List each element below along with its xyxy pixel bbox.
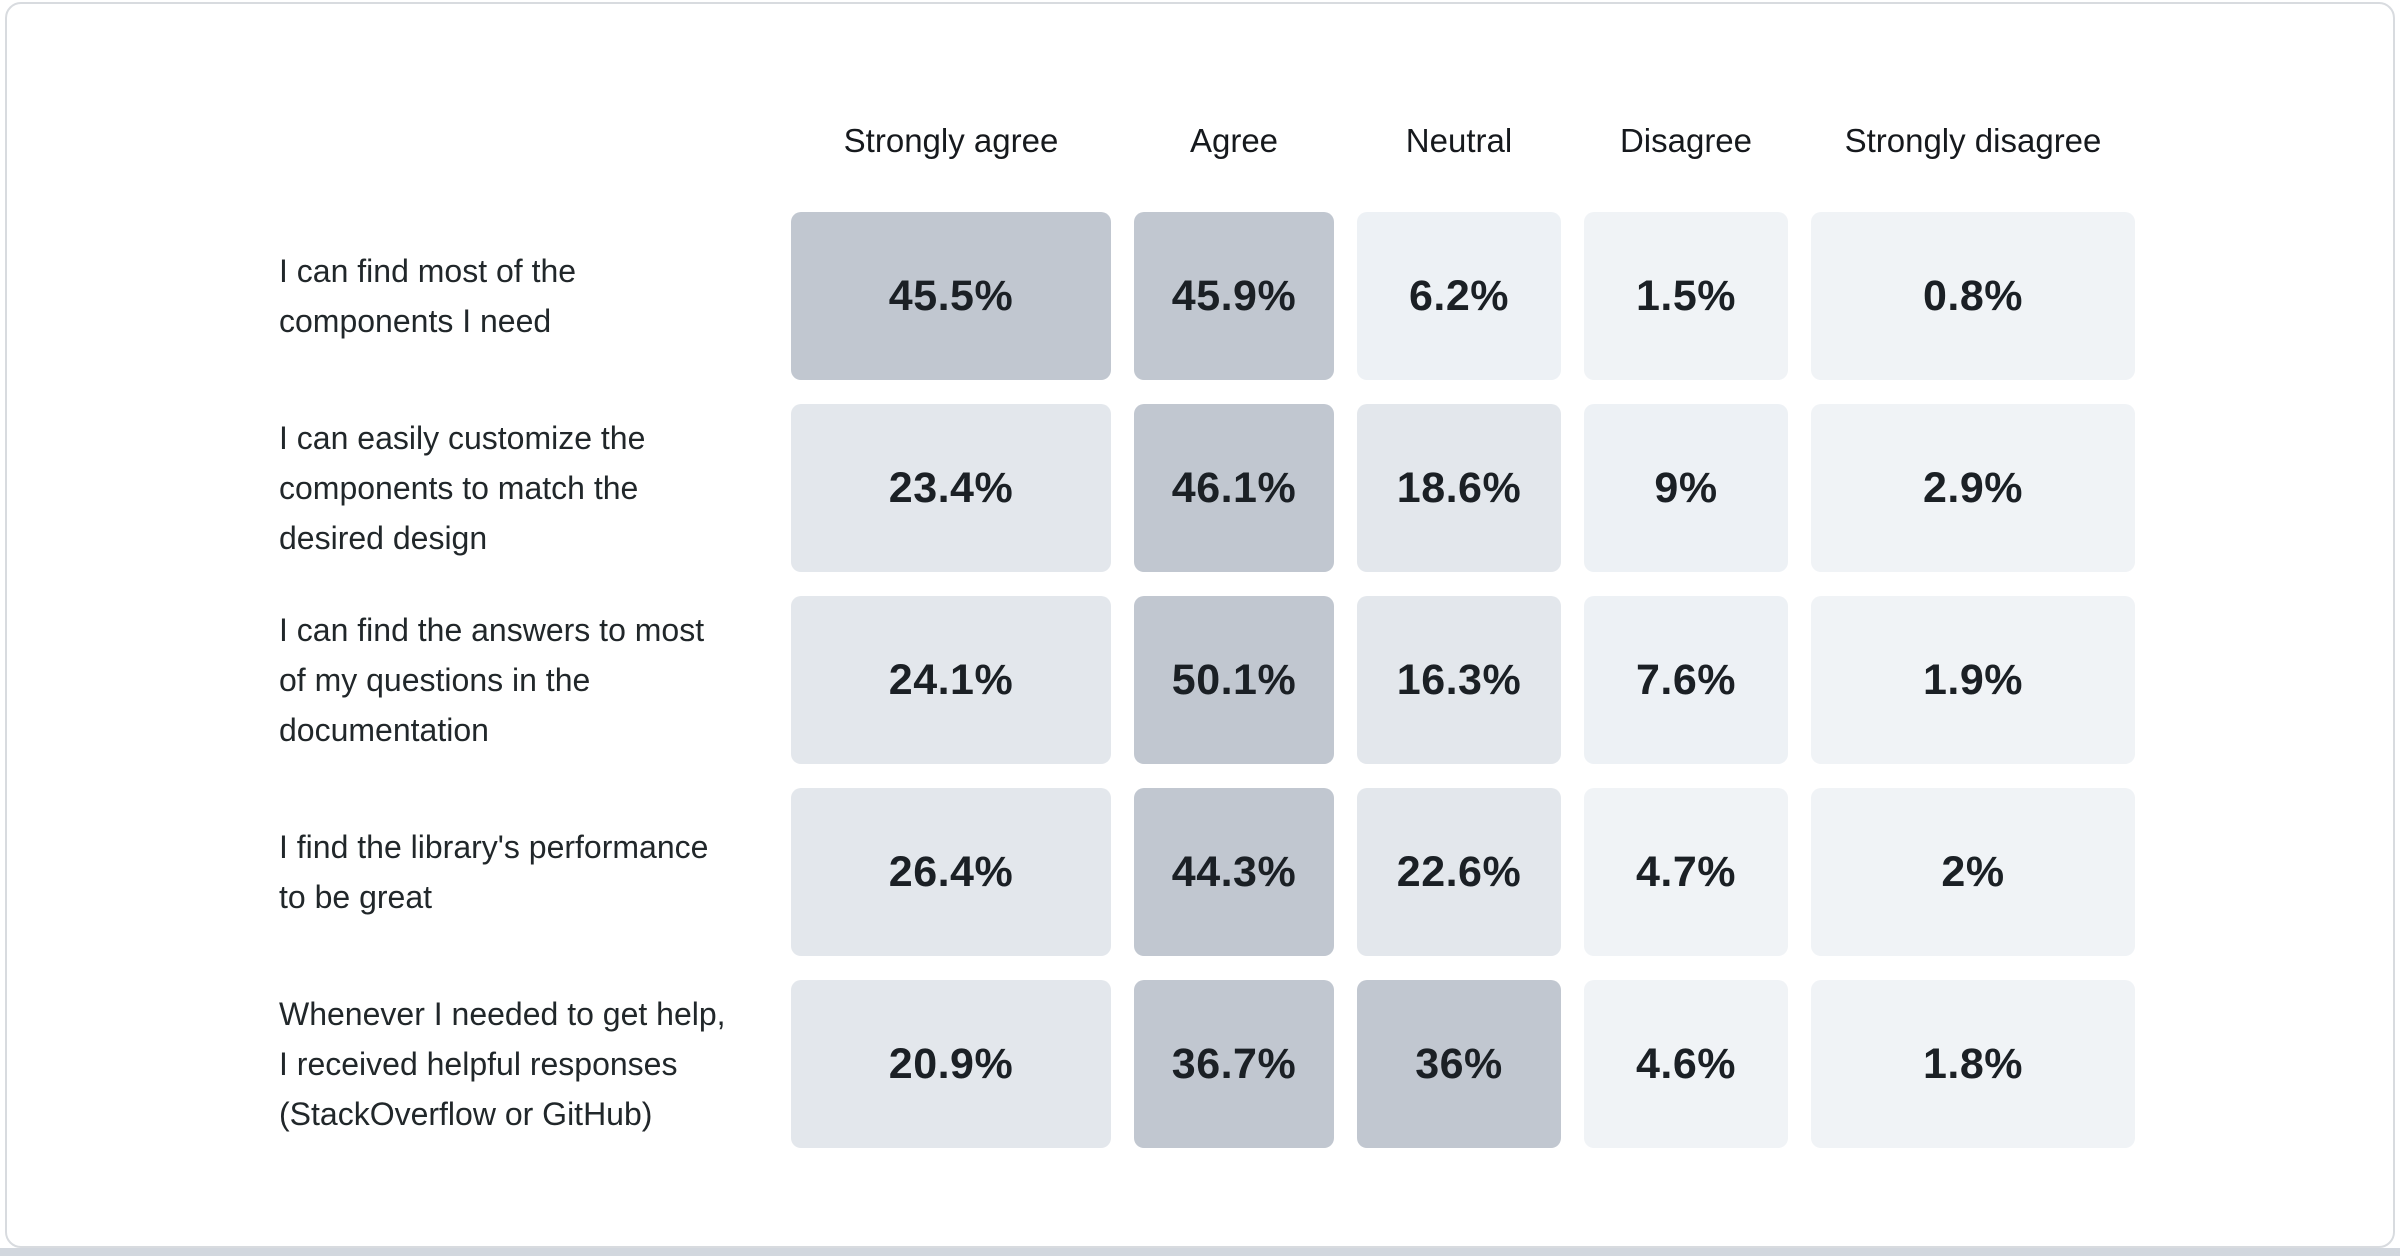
matrix-row: I can find the answers to most of my que… — [279, 596, 2135, 764]
matrix-row: I can easily customize the components to… — [279, 404, 2135, 572]
row-label: I can find the answers to most of my que… — [279, 596, 768, 764]
heatmap-cell: 24.1% — [791, 596, 1111, 764]
cell-value: 44.3% — [1171, 847, 1297, 896]
cell-value: 36.7% — [1171, 1039, 1297, 1088]
cell-value: 45.9% — [1171, 271, 1297, 320]
heatmap-cell: 45.5% — [791, 212, 1111, 380]
survey-results-card: Strongly agree Agree Neutral Disagree Strong… — [5, 2, 2395, 1248]
row-label-text: I find the library's performance to be g… — [279, 829, 709, 915]
cell-value: 26.4% — [888, 847, 1014, 896]
heatmap-cell: 20.9% — [791, 980, 1111, 1148]
heatmap-cell: 23.4% — [791, 404, 1111, 572]
cell-value: 16.3% — [1396, 655, 1522, 704]
matrix-row: I find the library's performance to be g… — [279, 788, 2135, 956]
heatmap-rows: I can find most of the components I need… — [279, 212, 2135, 1148]
cell-value: 1.8% — [1922, 1039, 2023, 1088]
row-label: Whenever I needed to get help, I receive… — [279, 980, 768, 1148]
cell-value: 9% — [1654, 463, 1718, 512]
cell-value: 2.9% — [1922, 463, 2023, 512]
cell-value: 6.2% — [1408, 271, 1509, 320]
heatmap-cell: 4.6% — [1584, 980, 1788, 1148]
cell-value: 18.6% — [1396, 463, 1522, 512]
heatmap-cell: 1.9% — [1811, 596, 2135, 764]
heatmap-cell: 2.9% — [1811, 404, 2135, 572]
heatmap-cell: 44.3% — [1134, 788, 1334, 956]
page-bottom-edge — [0, 1248, 2400, 1256]
matrix-row: I can find most of the components I need… — [279, 212, 2135, 380]
cell-value: 4.7% — [1635, 847, 1736, 896]
heatmap-cell: 45.9% — [1134, 212, 1334, 380]
cell-value: 46.1% — [1171, 463, 1297, 512]
column-header: Neutral — [1405, 122, 1513, 159]
matrix-row: Whenever I needed to get help, I receive… — [279, 980, 2135, 1148]
row-label: I can find most of the components I need — [279, 212, 768, 380]
heatmap-cell: 2% — [1811, 788, 2135, 956]
heatmap-cell: 26.4% — [791, 788, 1111, 956]
row-label-text: I can find most of the components I need — [279, 253, 577, 339]
heatmap-cell: 0.8% — [1811, 212, 2135, 380]
cell-value: 4.6% — [1635, 1039, 1736, 1088]
cell-value: 20.9% — [888, 1039, 1014, 1088]
likert-heatmap: Strongly agree Agree Neutral Disagree Strong… — [279, 112, 2135, 1172]
row-label: I can easily customize the components to… — [279, 404, 768, 572]
cell-value: 7.6% — [1635, 655, 1736, 704]
cell-value: 36% — [1415, 1039, 1503, 1088]
row-label-text: I can easily customize the components to… — [279, 420, 646, 556]
column-header: Strongly agree — [843, 122, 1059, 159]
cell-value: 1.9% — [1922, 655, 2023, 704]
heatmap-cell: 50.1% — [1134, 596, 1334, 764]
heatmap-cell: 1.5% — [1584, 212, 1788, 380]
heatmap-cell: 1.8% — [1811, 980, 2135, 1148]
cell-value: 50.1% — [1171, 655, 1297, 704]
cell-value: 23.4% — [888, 463, 1014, 512]
cell-value: 24.1% — [888, 655, 1014, 704]
heatmap-cell: 22.6% — [1357, 788, 1561, 956]
column-header-row: Strongly agree Agree Neutral Disagree Strong… — [279, 112, 2135, 170]
column-header: Disagree — [1619, 122, 1753, 159]
heatmap-cell: 6.2% — [1357, 212, 1561, 380]
heatmap-cell: 9% — [1584, 404, 1788, 572]
row-label: I find the library's performance to be g… — [279, 788, 768, 956]
heatmap-cell: 18.6% — [1357, 404, 1561, 572]
cell-value: 0.8% — [1922, 271, 2023, 320]
heatmap-cell: 4.7% — [1584, 788, 1788, 956]
cell-value: 45.5% — [888, 271, 1014, 320]
column-header: Strongly disagree — [1844, 122, 2102, 159]
heatmap-cell: 7.6% — [1584, 596, 1788, 764]
cell-value: 1.5% — [1635, 271, 1736, 320]
heatmap-cell: 36.7% — [1134, 980, 1334, 1148]
heatmap-cell: 16.3% — [1357, 596, 1561, 764]
heatmap-cell: 46.1% — [1134, 404, 1334, 572]
row-label-text: Whenever I needed to get help, I receive… — [279, 996, 726, 1132]
row-label-text: I can find the answers to most of my que… — [279, 612, 705, 748]
cell-value: 22.6% — [1396, 847, 1522, 896]
column-header: Agree — [1189, 122, 1279, 159]
heatmap-cell: 36% — [1357, 980, 1561, 1148]
cell-value: 2% — [1941, 847, 2005, 896]
